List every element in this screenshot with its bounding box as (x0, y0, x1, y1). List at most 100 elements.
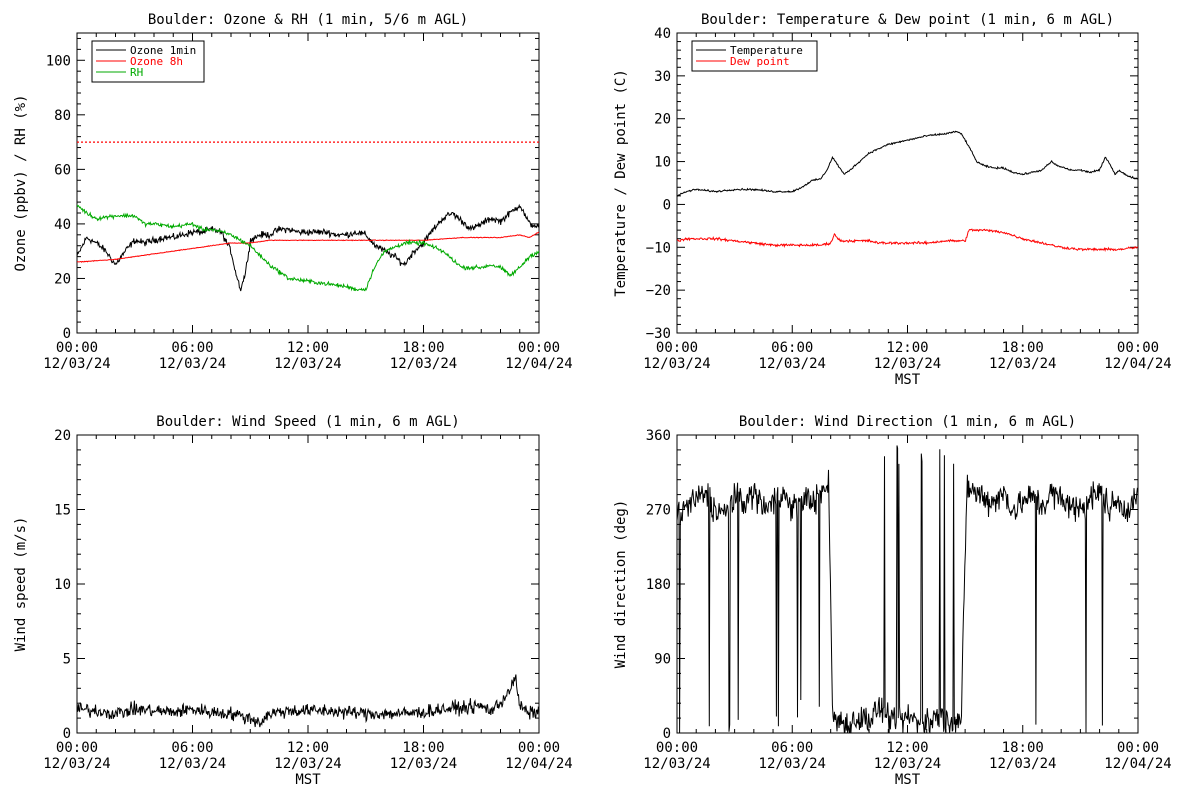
y-tick-label: 20 (54, 428, 71, 444)
series-line-rh (77, 204, 539, 292)
y-tick-label: 0 (63, 326, 71, 342)
legend-label: Ozone 1min (130, 44, 196, 57)
x-tick-date-label: 12/04/24 (505, 756, 572, 772)
x-tick-time-label: 18:00 (1002, 740, 1044, 756)
legend-label: Ozone 8h (130, 55, 183, 68)
legend-label: Temperature (730, 44, 803, 57)
x-tick-time-label: 18:00 (402, 340, 444, 356)
series-line (77, 674, 539, 728)
x-tick-date-label: 12/03/24 (274, 756, 341, 772)
y-tick-label: 20 (654, 112, 671, 128)
y-tick-label: 15 (54, 503, 71, 519)
x-tick-date-label: 12/03/24 (643, 756, 710, 772)
x-tick-time-label: 06:00 (171, 340, 213, 356)
y-tick-label: 360 (646, 428, 671, 444)
y-tick-label: −30 (646, 326, 671, 342)
y-tick-label: 40 (654, 26, 671, 42)
y-tick-label: 20 (54, 271, 71, 287)
plot-area (677, 130, 1138, 253)
chart-title: Boulder: Ozone & RH (1 min, 5/6 m AGL) (148, 12, 468, 28)
y-axis-label: Ozone (ppbv) / RH (%) (13, 94, 29, 271)
x-tick-date-label: 12/03/24 (989, 756, 1056, 772)
series-line-dew-point (677, 228, 1138, 253)
x-tick-time-label: 00:00 (518, 740, 560, 756)
y-tick-label: 100 (46, 53, 71, 69)
x-tick-date-label: 12/03/24 (874, 756, 941, 772)
x-tick-time-label: 06:00 (771, 340, 813, 356)
y-tick-label: 60 (54, 162, 71, 178)
x-tick-date-label: 12/03/24 (759, 756, 826, 772)
x-tick-date-label: 12/04/24 (1104, 356, 1171, 372)
x-axis-label: MST (295, 772, 321, 788)
x-tick-date-label: 12/03/24 (643, 356, 710, 372)
x-tick-time-label: 00:00 (56, 340, 98, 356)
plot-area (77, 141, 539, 292)
y-tick-label: 10 (654, 155, 671, 171)
plot-area (77, 674, 539, 728)
y-tick-label: 30 (654, 69, 671, 85)
legend-label: RH (130, 66, 143, 79)
x-tick-date-label: 12/04/24 (505, 356, 572, 372)
x-tick-time-label: 18:00 (402, 740, 444, 756)
series-line-temperature (677, 130, 1138, 197)
x-tick-date-label: 12/03/24 (759, 356, 826, 372)
plot-frame (676, 32, 1139, 334)
y-axis-label: Wind speed (m/s) (13, 517, 29, 652)
y-tick-label: 0 (63, 726, 71, 742)
x-tick-date-label: 12/03/24 (390, 756, 457, 772)
x-tick-time-label: 18:00 (1002, 340, 1044, 356)
x-tick-time-label: 00:00 (518, 340, 560, 356)
y-tick-label: 40 (54, 217, 71, 233)
x-tick-date-label: 12/03/24 (874, 356, 941, 372)
plot-frame (676, 434, 1139, 734)
x-tick-date-label: 12/03/24 (43, 356, 110, 372)
x-tick-time-label: 06:00 (771, 740, 813, 756)
x-tick-date-label: 12/03/24 (390, 356, 457, 372)
x-tick-time-label: 12:00 (287, 740, 329, 756)
legend-box (691, 40, 818, 72)
y-tick-label: 180 (646, 577, 671, 593)
x-tick-time-label: 12:00 (886, 340, 928, 356)
x-tick-time-label: 00:00 (656, 740, 698, 756)
series-line-ozone-8h (77, 231, 539, 263)
chart-temp: Boulder: Temperature & Dew point (1 min,… (613, 12, 1172, 388)
legend-label: Dew point (730, 55, 790, 68)
chart-ozone: Boulder: Ozone & RH (1 min, 5/6 m AGL) 0 2… (13, 12, 573, 372)
y-tick-label: 90 (654, 652, 671, 668)
plot-frame (76, 434, 540, 734)
y-tick-label: 5 (63, 652, 71, 668)
x-tick-time-label: 06:00 (171, 740, 213, 756)
x-tick-date-label: 12/04/24 (1104, 756, 1171, 772)
x-tick-date-label: 12/03/24 (159, 356, 226, 372)
series-line-ozone-1min (77, 203, 539, 292)
y-tick-label: −20 (646, 283, 671, 299)
chart-title: Boulder: Temperature & Dew point (1 min,… (701, 12, 1114, 28)
chart-title: Boulder: Wind Speed (1 min, 6 m AGL) (156, 414, 459, 430)
x-tick-time-label: 00:00 (56, 740, 98, 756)
y-tick-label: 0 (663, 197, 671, 213)
chart-title: Boulder: Wind Direction (1 min, 6 m AGL) (739, 414, 1076, 430)
x-tick-time-label: 00:00 (656, 340, 698, 356)
x-tick-date-label: 12/03/24 (159, 756, 226, 772)
y-axis-label: Temperature / Dew point (C) (613, 69, 629, 297)
x-tick-time-label: 00:00 (1117, 340, 1159, 356)
y-tick-label: 10 (54, 577, 71, 593)
y-tick-label: 80 (54, 108, 71, 124)
x-tick-time-label: 12:00 (886, 740, 928, 756)
y-tick-label: 270 (646, 503, 671, 519)
x-axis-label: MST (895, 372, 921, 388)
x-tick-date-label: 12/03/24 (43, 756, 110, 772)
x-tick-time-label: 12:00 (287, 340, 329, 356)
x-tick-time-label: 00:00 (1117, 740, 1159, 756)
plot-area (677, 445, 1138, 733)
series-line (677, 445, 1138, 733)
y-axis-label: Wind direction (deg) (613, 500, 629, 669)
x-tick-date-label: 12/03/24 (989, 356, 1056, 372)
chart-wdir: Boulder: Wind Direction (1 min, 6 m AGL)… (613, 414, 1172, 788)
x-axis-label: MST (895, 772, 921, 788)
y-tick-label: −10 (646, 240, 671, 256)
y-tick-label: 0 (663, 726, 671, 742)
